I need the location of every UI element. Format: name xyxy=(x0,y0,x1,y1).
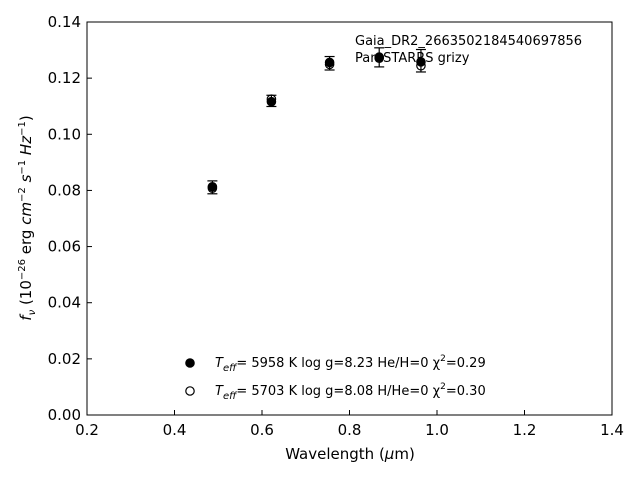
x-tick-label: 0.4 xyxy=(163,421,187,439)
annotation-survey: Pan-STARRS grizy xyxy=(355,51,470,66)
legend-label: Teff= 5958 K log g=8.23 He/H=0 χ2=0.29 xyxy=(215,354,486,374)
model-point-open xyxy=(324,59,335,70)
y-axis-label: fν (10−26 erg cm−2 s−1 Hz−1) xyxy=(17,115,38,320)
model-point-open xyxy=(266,94,277,104)
y-tick-label: 0.02 xyxy=(48,350,81,368)
y-tick-label: 0.14 xyxy=(48,13,81,31)
annotation-star-id: Gaia_DR2_2663502184540697856 xyxy=(355,34,582,49)
legend-marker-filled xyxy=(185,358,195,368)
x-tick-label: 1.4 xyxy=(600,421,624,439)
x-tick-label: 0.6 xyxy=(250,421,274,439)
x-tick-label: 1.0 xyxy=(425,421,449,439)
x-tick-label: 0.8 xyxy=(338,421,362,439)
x-tick-label: 1.2 xyxy=(513,421,537,439)
legend: Teff= 5958 K log g=8.23 He/H=0 χ2=0.29 Te… xyxy=(185,354,486,402)
y-tick-label: 0.00 xyxy=(48,406,81,424)
y-tick-label: 0.06 xyxy=(48,238,81,256)
y-tick-label: 0.12 xyxy=(48,69,81,87)
x-axis-ticks: 0.2 0.4 0.6 0.8 1.0 1.2 1.4 xyxy=(75,410,624,439)
x-tick-label: 0.2 xyxy=(75,421,99,439)
model-point-filled xyxy=(324,57,335,68)
data-points xyxy=(207,52,426,193)
model-point-open xyxy=(374,53,385,64)
y-tick-label: 0.10 xyxy=(48,125,81,143)
model-point-open xyxy=(416,60,426,71)
plot-area xyxy=(86,21,613,416)
model-point-filled xyxy=(266,96,277,107)
y-axis-ticks: 0.00 0.02 0.04 0.06 0.08 0.10 0.12 0.14 xyxy=(48,13,92,424)
legend-label: Teff= 5703 K log g=8.08 H/He=0 χ2=0.30 xyxy=(215,382,486,402)
y-tick-label: 0.04 xyxy=(48,294,81,312)
x-axis-label: Wavelength (μm) xyxy=(285,445,415,463)
legend-marker-open xyxy=(185,386,195,396)
model-point-open xyxy=(207,183,218,193)
y-tick-label: 0.08 xyxy=(48,181,81,199)
